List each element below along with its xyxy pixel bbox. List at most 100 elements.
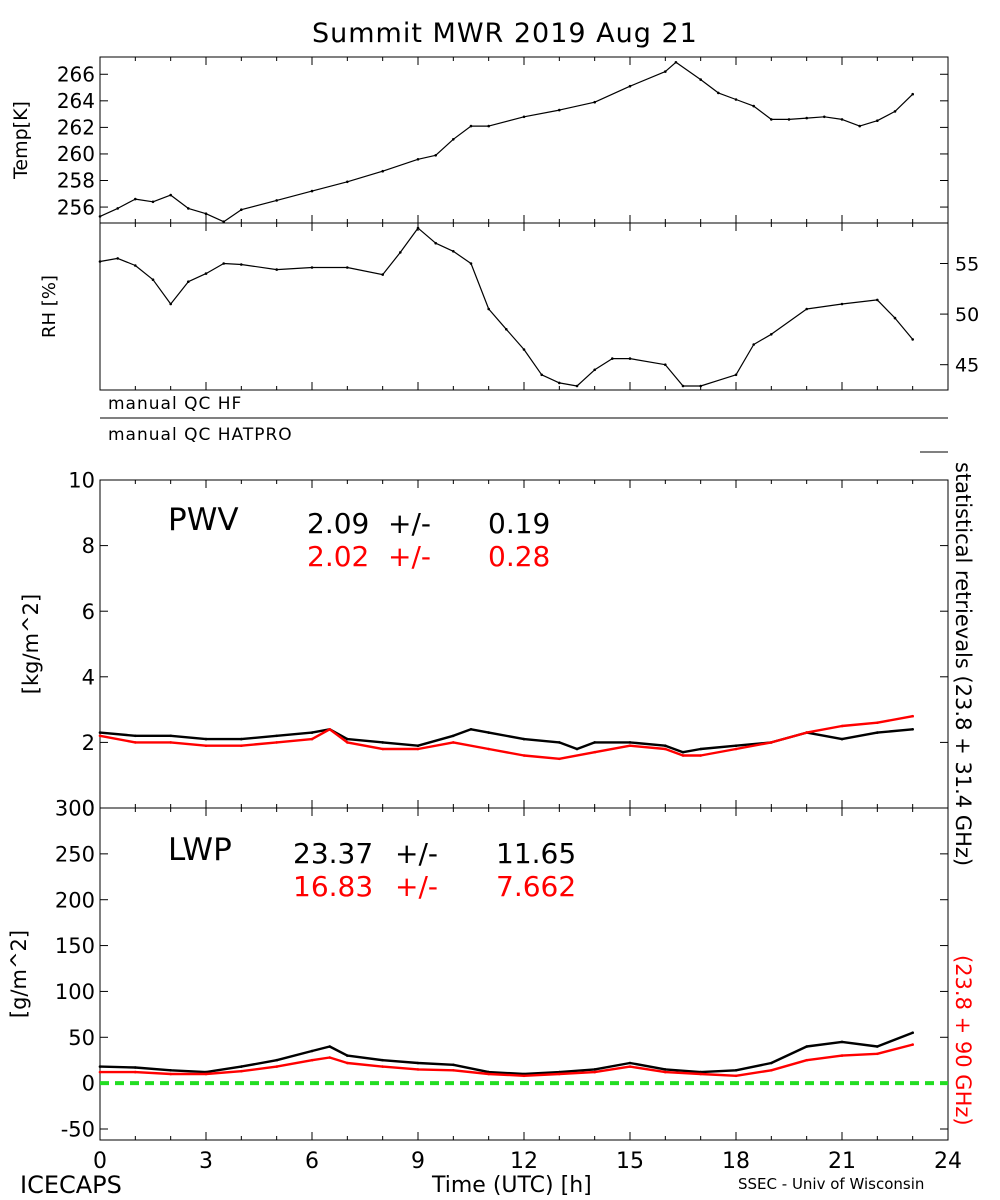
lwp-panel-label: LWP <box>168 832 232 868</box>
lwp-data-point <box>275 1058 279 1062</box>
pwv-data-point <box>134 741 137 744</box>
lwp-data-point <box>664 1070 667 1074</box>
rh-data-point <box>505 328 508 331</box>
x-tick-label: 24 <box>934 1149 962 1174</box>
rh-data-point <box>805 307 808 311</box>
rh-data-point <box>522 348 526 351</box>
pwv-data-point <box>876 721 879 724</box>
rh-data-point <box>275 268 279 271</box>
lwp-data-point <box>134 1066 137 1069</box>
side-label-black: statistical retrievals (23.8 + 31.4 GHz) <box>951 462 975 867</box>
rh-data-point <box>381 273 385 276</box>
lwp-data-point <box>876 1045 879 1048</box>
lwp-data-point <box>734 1074 738 1078</box>
pwv-data-point <box>840 724 844 728</box>
x-tick-label: 21 <box>828 1149 856 1174</box>
temp-data-point <box>911 92 914 96</box>
lwp-data-point <box>169 1072 172 1076</box>
temp-data-point <box>674 61 678 64</box>
rh-data-point <box>222 262 225 265</box>
lwp-y-tick-label: 50 <box>68 1026 95 1050</box>
lwp-stat-mean: 16.83 <box>293 870 373 903</box>
temp-y-axis-label: Temp[K] <box>10 101 32 180</box>
rh-data-point <box>628 357 632 360</box>
lwp-data-point <box>876 1052 879 1056</box>
lwp-data-point <box>770 1069 773 1072</box>
rh-data-point <box>558 381 561 385</box>
pwv-stat-pm: +/- <box>388 540 431 573</box>
temp-data-point <box>558 108 561 112</box>
pwv-data-point <box>240 737 243 741</box>
lwp-data-point <box>770 1061 773 1065</box>
lwp-y-tick-label: 200 <box>55 888 95 912</box>
lwp-data-point <box>381 1065 385 1068</box>
lwp-data-point <box>275 1065 279 1068</box>
lwp-data-point <box>452 1063 455 1067</box>
lwp-series-black-line <box>99 1031 914 1076</box>
rh-data-point <box>310 266 314 269</box>
pwv-data-point <box>699 747 702 751</box>
qc-hatpro-label: manual QC HATPRO <box>108 425 293 445</box>
pwv-data-point <box>98 731 102 734</box>
temp-data-point <box>876 119 879 122</box>
pwv-data-point <box>310 731 314 734</box>
pwv-data-point <box>98 734 102 738</box>
pwv-data-point <box>416 747 420 751</box>
temp-data-point <box>840 118 844 121</box>
rh-data-point <box>681 384 685 388</box>
temp-data-point <box>416 158 420 161</box>
lwp-stat-pm: +/- <box>395 870 438 903</box>
footer-right-label: SSEC - Univ of Wisconsin <box>738 1175 925 1193</box>
lwp-stat-sd: 7.662 <box>496 870 576 903</box>
lwp-data-point <box>699 1070 702 1074</box>
rh-data-point <box>540 373 543 377</box>
temp-data-point <box>699 78 702 81</box>
temp-data-point <box>222 220 225 223</box>
pwv-y-tick-label: 0 <box>82 797 95 821</box>
pwv-data-point <box>664 744 667 747</box>
pwv-data-point <box>911 728 914 731</box>
lwp-y-axis-label: [g/m^2] <box>7 930 31 1018</box>
x-tick-label: 6 <box>305 1149 319 1174</box>
temp-y-tick-label: 258 <box>57 169 95 193</box>
temp-data-point <box>240 208 243 211</box>
rh-data-point <box>876 298 879 302</box>
rh-data-point <box>664 363 667 367</box>
rh-y-tick-label: 45 <box>955 355 979 377</box>
lwp-data-point <box>558 1072 561 1076</box>
lwp-y-tick-label: 100 <box>55 980 95 1004</box>
pwv-data-point <box>876 731 879 734</box>
lwp-stat-mean: 23.37 <box>293 837 373 870</box>
lwp-stat-pm: +/- <box>395 837 438 870</box>
lwp-data-point <box>699 1072 702 1076</box>
lwp-data-point <box>911 1031 914 1034</box>
temp-data-point <box>98 215 102 218</box>
pwv-data-point <box>487 731 491 734</box>
rh-data-point <box>770 333 773 336</box>
temp-data-point <box>522 115 526 119</box>
rh-data-point <box>593 368 596 372</box>
temp-plot-frame <box>99 56 949 224</box>
pwv-data-point <box>169 741 172 744</box>
pwv-data-point <box>558 741 561 744</box>
rh-data-point <box>151 278 155 282</box>
pwv-series-red-line <box>99 715 913 760</box>
pwv-stat-pm: +/- <box>388 507 431 540</box>
rh-data-point <box>452 250 455 253</box>
temp-y-tick-label: 266 <box>57 62 95 86</box>
lwp-y-tick-label: 250 <box>55 842 95 866</box>
pwv-stat-sd: 0.28 <box>488 540 550 573</box>
pwv-data-point <box>134 734 137 738</box>
lwp-data-point <box>840 1054 844 1057</box>
temp-data-point <box>734 98 738 101</box>
lwp-data-point <box>381 1058 385 1062</box>
lwp-data-point <box>98 1070 102 1074</box>
rh-data-point <box>575 384 579 388</box>
pwv-data-point <box>275 741 279 744</box>
pwv-data-point <box>911 714 914 718</box>
side-label-red: (23.8 + 90 GHz) <box>951 955 975 1126</box>
temp-data-point <box>381 169 385 173</box>
lwp-y-tick-label: -50 <box>61 1118 95 1142</box>
pwv-data-point <box>310 737 314 741</box>
figure-title: Summit MWR 2019 Aug 21 <box>312 18 698 49</box>
